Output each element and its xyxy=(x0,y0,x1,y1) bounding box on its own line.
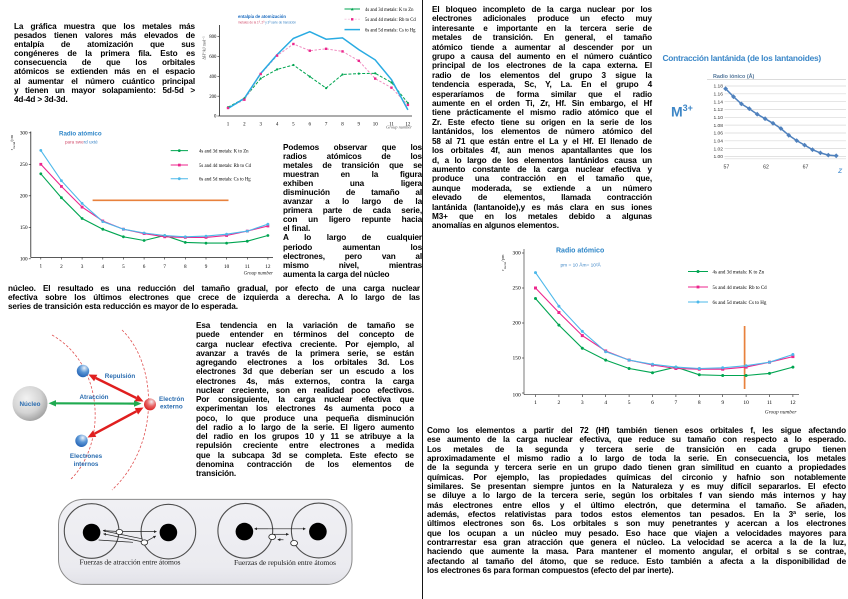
svg-text:4: 4 xyxy=(276,123,279,128)
svg-text:6: 6 xyxy=(309,123,312,128)
svg-text:1: 1 xyxy=(534,400,537,406)
svg-text:1.06: 1.06 xyxy=(713,131,723,137)
svg-text:1: 1 xyxy=(40,264,43,270)
svg-text:2: 2 xyxy=(558,400,561,406)
svg-text:7: 7 xyxy=(163,264,166,270)
svg-text:internos: internos xyxy=(74,461,99,468)
svg-text:1.14: 1.14 xyxy=(713,99,723,105)
svg-text:57: 57 xyxy=(724,165,730,171)
svg-text:0: 0 xyxy=(214,115,217,120)
svg-text:1: 1 xyxy=(227,123,230,128)
svg-text:1.12: 1.12 xyxy=(713,107,723,113)
svg-text:12: 12 xyxy=(790,400,796,406)
svg-text:5s and 4d metals: Rb to Cd: 5s and 4d metals: Rb to Cd xyxy=(199,164,252,169)
svg-text:Radio iónico (Å): Radio iónico (Å) xyxy=(713,73,755,80)
svg-text:2: 2 xyxy=(243,123,246,128)
svg-text:6: 6 xyxy=(651,400,654,406)
svg-text:11: 11 xyxy=(767,400,773,406)
svg-text:6s and 5d metals: Cs to Hg: 6s and 5d metals: Cs to Hg xyxy=(365,28,416,33)
svg-text:para swerd uxté: para swerd uxté xyxy=(65,140,98,145)
svg-text:5: 5 xyxy=(122,264,125,270)
svg-text:200: 200 xyxy=(209,95,217,100)
svg-text:10: 10 xyxy=(224,264,230,270)
svg-text:Electrón: Electrón xyxy=(159,396,184,403)
svg-text:11: 11 xyxy=(245,264,250,270)
svg-text:200: 200 xyxy=(513,321,522,327)
svg-text:9: 9 xyxy=(721,400,724,406)
svg-text:150: 150 xyxy=(513,356,522,362)
svg-text:400: 400 xyxy=(209,75,217,80)
svg-text:100: 100 xyxy=(20,256,28,262)
svg-text:12: 12 xyxy=(265,264,271,270)
svg-text:1.02: 1.02 xyxy=(713,146,723,152)
svg-text:2: 2 xyxy=(60,264,63,270)
svg-text:100: 100 xyxy=(513,392,522,398)
svg-text:Radio atómico: Radio atómico xyxy=(59,131,102,138)
svg-text:300: 300 xyxy=(513,251,522,257)
svg-text:1.00: 1.00 xyxy=(713,154,723,160)
svg-text:externo: externo xyxy=(160,404,183,411)
svg-text:600: 600 xyxy=(209,55,217,60)
svg-text:5: 5 xyxy=(628,400,631,406)
svg-text:rmetal/pm: rmetal/pm xyxy=(500,254,507,271)
svg-text:9: 9 xyxy=(358,123,361,128)
svg-text:62: 62 xyxy=(763,165,769,171)
svg-text:4: 4 xyxy=(604,400,607,406)
svg-text:1.18: 1.18 xyxy=(713,84,723,90)
svg-text:1.16: 1.16 xyxy=(713,92,723,98)
svg-text:5s and 4d metals: Rb to Cd: 5s and 4d metals: Rb to Cd xyxy=(713,286,768,291)
svg-text:150: 150 xyxy=(20,225,28,231)
svg-text:entalpía de atomización: entalpía de atomización xyxy=(238,14,286,19)
svg-text:Atracción: Atracción xyxy=(79,394,108,401)
svg-text:4s and 3d metals: K to Zn: 4s and 3d metals: K to Zn xyxy=(199,149,249,154)
svg-text:Radio atómico: Radio atómico xyxy=(556,248,604,255)
svg-text:ΔH°/kJ mol⁻¹: ΔH°/kJ mol⁻¹ xyxy=(202,36,207,60)
svg-text:Z: Z xyxy=(837,168,843,175)
svg-text:3: 3 xyxy=(581,400,584,406)
svg-text:rmetal/pm: rmetal/pm xyxy=(9,134,16,150)
svg-text:5: 5 xyxy=(292,123,295,128)
svg-text:Group number: Group number xyxy=(765,410,798,416)
svg-text:Fuerzas de atracción entre áto: Fuerzas de atracción entre átomos xyxy=(80,557,181,566)
svg-text:10: 10 xyxy=(743,400,749,406)
svg-text:Electrones: Electrones xyxy=(70,453,103,460)
svg-text:3: 3 xyxy=(81,264,84,270)
svg-text:300: 300 xyxy=(20,130,28,136)
svg-text:8: 8 xyxy=(184,264,187,270)
svg-text:metales de la 1ª, 2ª y 3ª seri: metales de la 1ª, 2ª y 3ª serie de trans… xyxy=(238,20,296,25)
svg-text:Núcleo: Núcleo xyxy=(20,401,41,408)
svg-text:3: 3 xyxy=(259,123,262,128)
svg-text:6: 6 xyxy=(143,264,146,270)
svg-text:Repulsión: Repulsión xyxy=(105,373,136,380)
svg-text:4: 4 xyxy=(102,264,105,270)
svg-text:10: 10 xyxy=(373,123,379,128)
svg-text:67: 67 xyxy=(803,165,809,171)
svg-text:5s and 4d metals: Rb to Cd: 5s and 4d metals: Rb to Cd xyxy=(365,18,416,23)
svg-text:1.10: 1.10 xyxy=(713,115,723,121)
svg-text:7: 7 xyxy=(675,400,678,406)
svg-text:4s and 3d metals: K to Zn: 4s and 3d metals: K to Zn xyxy=(365,8,414,13)
svg-text:pm = 10 Åm= 10²Å: pm = 10 Åm= 10²Å xyxy=(561,262,602,269)
svg-text:9: 9 xyxy=(205,264,208,270)
svg-text:Fuerzas de repulsión entre áto: Fuerzas de repulsión entre átomos xyxy=(234,558,336,567)
svg-text:800: 800 xyxy=(209,35,217,40)
svg-text:250: 250 xyxy=(20,162,28,168)
svg-text:250: 250 xyxy=(513,286,522,292)
svg-text:1.04: 1.04 xyxy=(713,139,723,145)
svg-text:8: 8 xyxy=(698,400,701,406)
svg-text:8: 8 xyxy=(341,123,344,128)
svg-text:6s and 5d metals: Cs to Hg: 6s and 5d metals: Cs to Hg xyxy=(199,178,251,183)
svg-text:1.08: 1.08 xyxy=(713,123,723,129)
svg-text:7: 7 xyxy=(325,123,328,128)
svg-text:4s and 3d metals: K to Zn: 4s and 3d metals: K to Zn xyxy=(713,271,765,276)
svg-text:6s and 5d metals: Cs to Hg: 6s and 5d metals: Cs to Hg xyxy=(713,301,767,306)
svg-text:12: 12 xyxy=(405,123,411,128)
svg-text:11: 11 xyxy=(389,123,394,128)
svg-text:Group number: Group number xyxy=(244,272,273,277)
svg-text:200: 200 xyxy=(20,193,28,199)
svg-text:Group number: Group number xyxy=(386,125,412,130)
